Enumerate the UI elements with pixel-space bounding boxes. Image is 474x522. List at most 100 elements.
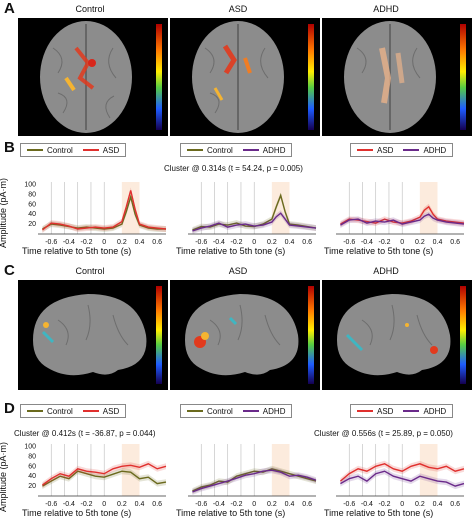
x-axis-label-d2: Time relative to 5th tone (s) [176,508,286,518]
chart-b-control-adhd: -0.6 -0.4 -0.2 0 0.2 0.4 0.6 [188,182,317,246]
group-title-control-a: Control [75,4,105,14]
legend-label: Control [207,145,233,155]
panel-letter-b: B [4,139,15,156]
legend-swatch [242,410,259,412]
legend-label: ASD [102,145,120,155]
x-tick-label: 0.2 [267,501,277,508]
legend-swatch [357,149,373,151]
highlight-window [271,182,290,234]
x-tick-label: -0.2 [231,501,243,508]
brain-side-view-adhd [322,280,472,390]
x-tick-label: -0.4 [63,501,75,508]
x-tick-label: -0.4 [63,239,75,246]
x-tick-label: 0.4 [135,239,145,246]
legend-label: ADHD [423,145,447,155]
highlight-window [419,444,438,496]
legend-swatch [187,410,203,412]
x-tick-label: -0.6 [343,501,355,508]
legend-label: ASD [377,145,394,155]
legend-swatch [82,149,99,151]
legend-b-asd-adhd: ASD ADHD [350,143,454,157]
series-line-asd [339,463,465,482]
group-title-adhd-a: ADHD [373,4,399,14]
chart-d-asd-adhd: -0.6 -0.4 -0.2 0 0.2 0.4 0.6 [336,444,465,508]
y-tick-label: 80 [28,453,36,460]
x-tick-label: 0.2 [117,239,127,246]
x-axis-label-b3: Time relative to 5th tone (s) [324,246,434,256]
series-error-band [340,203,464,228]
brain-top-view-adhd [322,18,472,136]
series-error-band [192,210,316,234]
series-line-asd [41,463,167,486]
highlight-window [271,444,290,496]
series-line-adhd [340,470,465,487]
x-axis-label-b2: Time relative to 5th tone (s) [176,246,286,256]
legend-d-control-adhd: Control ADHD [180,404,293,418]
legend-d-asd-adhd: ASD ADHD [350,404,454,418]
x-tick-label: -0.2 [231,239,243,246]
y-tick-label: 100 [24,443,36,450]
highlight-window [121,444,140,496]
x-tick-label: -0.2 [81,501,93,508]
brain-top-view-asd [170,18,320,136]
x-tick-label: 0.2 [117,501,127,508]
x-tick-label: 0.4 [433,501,443,508]
group-title-adhd-c: ADHD [373,266,399,276]
chart-d-control-asd: -0.6 -0.4 -0.2 0 0.2 0.4 0.6 100 80 60 40 20 [24,443,167,508]
legend-label: ASD [377,406,394,416]
x-tick-label: 0.6 [152,239,162,246]
x-tick-label: -0.4 [213,239,225,246]
y-tick-label: 100 [24,181,36,188]
legend-label: ADHD [262,145,286,155]
series-line-adhd [192,212,317,232]
x-tick-label: 0 [102,239,106,246]
x-tick-label: 0.2 [267,239,277,246]
x-tick-label: 0.6 [450,501,460,508]
x-tick-label: -0.6 [343,239,355,246]
panel-letter-c: C [4,262,15,279]
y-tick-label: 80 [28,191,36,198]
legend-label: ASD [102,406,120,416]
legend-swatch [357,410,373,412]
x-tick-label: -0.4 [361,239,373,246]
highlight-window [121,182,140,234]
x-tick-label: 0.6 [302,239,312,246]
legend-swatch [403,149,420,151]
x-tick-label: 0 [252,239,256,246]
series-error-band [192,192,316,233]
y-tick-label: 60 [28,201,36,208]
x-tick-label: -0.4 [361,501,373,508]
y-tick-label: 20 [28,221,36,228]
x-tick-label: 0.4 [285,501,295,508]
group-title-asd-c: ASD [228,266,248,276]
group-title-asd-a: ASD [228,4,248,14]
series-line-asd [41,190,167,231]
legend-label: Control [47,406,73,416]
series-line-adhd [192,469,317,493]
x-tick-label: 0.2 [415,239,425,246]
chart-b-control-asd: -0.6 -0.4 -0.2 0 0.2 0.4 0.6 100 80 60 40 20 [24,181,167,246]
x-tick-label: -0.2 [379,501,391,508]
legend-d-control-asd: Control ASD [20,404,127,418]
legend-swatch [82,410,99,412]
series-line-control [192,193,317,231]
cluster-text-b: Cluster @ 0.314s (t = 54.24, p = 0.005) [164,164,303,173]
panel-letter-d: D [4,400,15,417]
cluster-text-d-right: Cluster @ 0.556s (t = 25.89, p = 0.050) [314,429,453,438]
legend-label: Control [207,406,233,416]
panel-letter-a: A [4,0,15,17]
series-error-band [42,468,166,490]
legend-swatch [242,149,259,151]
x-tick-label: 0.2 [415,501,425,508]
x-tick-label: 0.6 [302,501,312,508]
group-title-control-c: Control [75,266,105,276]
legend-swatch [27,149,43,151]
x-tick-label: 0.4 [285,239,295,246]
x-tick-label: -0.6 [195,501,207,508]
brain-side-view-asd [170,280,320,390]
x-tick-label: -0.6 [45,239,57,246]
legend-label: ADHD [423,406,447,416]
legend-swatch [187,149,203,151]
y-axis-label-b: Amplitude (pA·m) [0,177,8,248]
legend-swatch [27,410,43,412]
